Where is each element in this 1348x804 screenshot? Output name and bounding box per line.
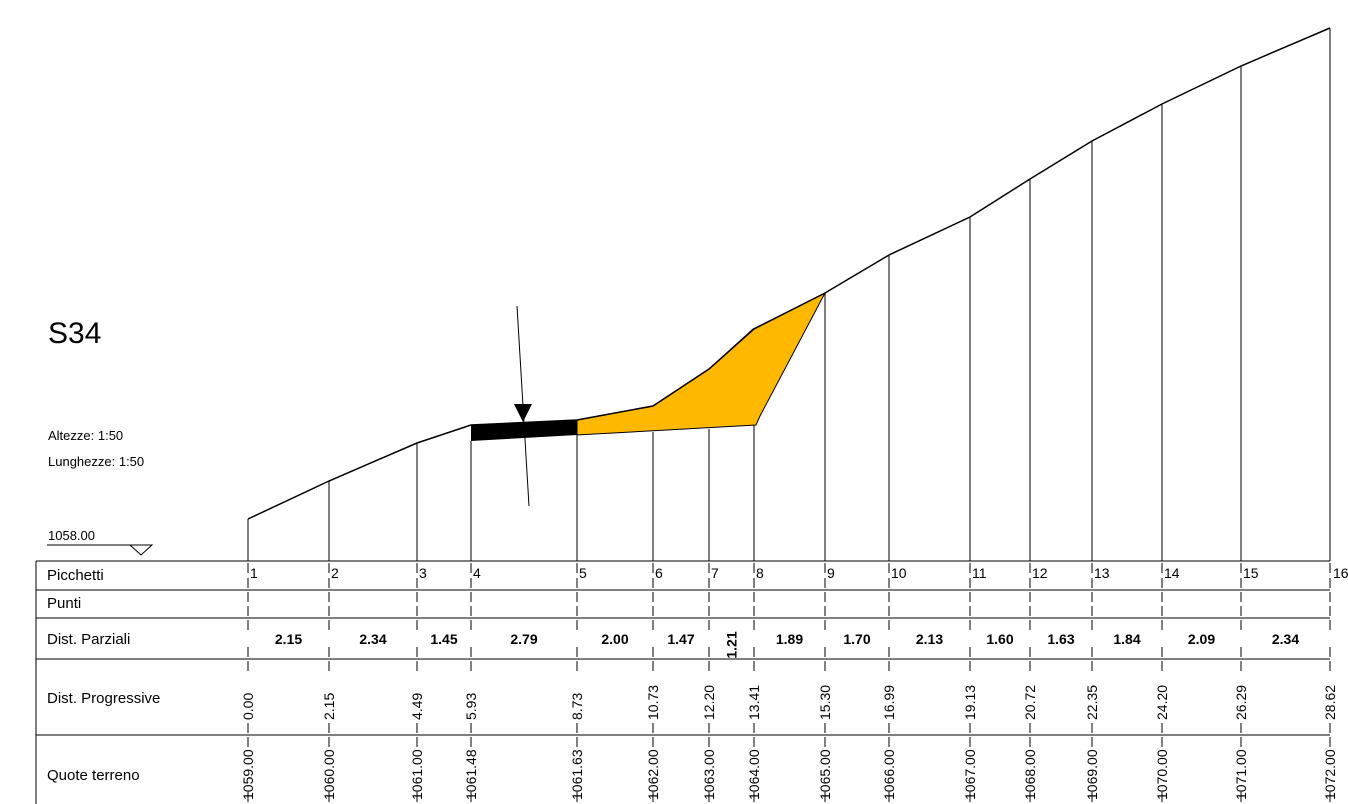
datum-triangle-icon	[128, 544, 154, 556]
station-number: 15	[1243, 565, 1259, 581]
partial-distance: 2.15	[275, 631, 302, 647]
partial-distance: 1.84	[1113, 631, 1140, 647]
row-label-dist-progressive: Dist. Progressive	[47, 690, 160, 707]
station-number: 7	[711, 565, 719, 581]
terrain-elevation: 1061.48	[463, 749, 479, 800]
terrain-elevation: 1072.00	[1322, 749, 1338, 800]
scale-lengths: Lunghezze: 1:50	[48, 454, 144, 469]
partial-distance: 1.45	[430, 631, 457, 647]
station-number: 8	[756, 565, 764, 581]
terrain-elevation: 1068.00	[1022, 749, 1038, 800]
terrain-elevation: 1066.00	[881, 749, 897, 800]
station-number: 3	[419, 565, 427, 581]
terrain-elevation: 1070.00	[1154, 749, 1170, 800]
scale-heights: Altezze: 1:50	[48, 428, 123, 443]
row-label-punti: Punti	[47, 595, 81, 612]
partial-distance: 1.89	[776, 631, 803, 647]
arrow-head-icon	[514, 404, 532, 422]
progressive-distance: 10.73	[645, 685, 661, 720]
partial-distance: 2.13	[916, 631, 943, 647]
station-number: 4	[473, 565, 481, 581]
station-number: 6	[655, 565, 663, 581]
terrain-elevation: 1059.00	[240, 749, 256, 800]
terrain-elevation: 1061.00	[409, 749, 425, 800]
progressive-distance: 12.20	[701, 685, 717, 720]
partial-distance: 2.34	[1272, 631, 1299, 647]
terrain-elevation: 1061.63	[569, 749, 585, 800]
row-label-dist-parziali: Dist. Parziali	[47, 631, 130, 648]
progressive-distance: 8.73	[569, 693, 585, 720]
progressive-distance: 28.62	[1322, 685, 1338, 720]
station-number: 11	[972, 565, 987, 581]
partial-distance: 2.34	[359, 631, 386, 647]
terrain-elevation: 1060.00	[321, 749, 337, 800]
table-station-marks	[247, 563, 1331, 802]
datum-marker: 1058.00	[47, 528, 154, 556]
station-number: 1	[250, 565, 258, 581]
progressive-distance: 0.00	[240, 693, 256, 720]
terrain-elevation: 1071.00	[1233, 749, 1249, 800]
station-number: 5	[579, 565, 587, 581]
row-label-picchetti: Picchetti	[47, 567, 104, 584]
station-lines	[247, 28, 1331, 561]
partial-distance: 1.60	[986, 631, 1013, 647]
partial-distance: 2.00	[601, 631, 628, 647]
terrain-elevation: 1065.00	[817, 749, 833, 800]
terrain-elevation: 1069.00	[1084, 749, 1100, 800]
station-number: 13	[1094, 565, 1110, 581]
progressive-distance: 4.49	[409, 693, 425, 720]
datum-label: 1058.00	[48, 528, 95, 543]
partial-distance: 1.63	[1047, 631, 1074, 647]
station-number: 12	[1032, 565, 1048, 581]
partial-distance: 2.09	[1188, 631, 1215, 647]
station-number: 2	[331, 565, 339, 581]
partial-distance: 1.70	[843, 631, 870, 647]
progressive-distance: 20.72	[1022, 685, 1038, 720]
table-station-labels: 1 0.00 1059.00 2 2.15 1060.00 3 4.49 1061.00 4 5.9…	[240, 565, 1348, 800]
section-title: S34	[48, 317, 101, 350]
terrain-profile	[247, 27, 1331, 520]
partial-distance: 1.47	[667, 631, 694, 647]
progressive-distance: 24.20	[1154, 685, 1170, 720]
terrain-elevation: 1063.00	[701, 749, 717, 800]
progressive-distance: 2.15	[321, 693, 337, 720]
progressive-distance: 26.29	[1233, 685, 1249, 720]
partial-distance: 1.21	[724, 631, 740, 658]
terrain-elevation: 1064.00	[746, 749, 762, 800]
progressive-distance: 13.41	[746, 685, 762, 720]
terrain-elevation: 1067.00	[962, 749, 978, 800]
data-table	[35, 560, 1330, 804]
axis-arrow	[514, 305, 532, 507]
row-label-quote-terreno: Quote terreno	[47, 767, 140, 784]
progressive-distance: 15.30	[817, 685, 833, 720]
station-number: 16	[1333, 565, 1348, 581]
progressive-distance: 19.13	[962, 685, 978, 720]
terrain-elevation: 1062.00	[645, 749, 661, 800]
progressive-distance: 5.93	[463, 693, 479, 720]
progressive-distance: 16.99	[881, 685, 897, 720]
station-number: 9	[827, 565, 835, 581]
station-number: 14	[1164, 565, 1180, 581]
progressive-distance: 22.35	[1084, 685, 1100, 720]
station-number: 10	[891, 565, 907, 581]
partial-distance: 2.79	[510, 631, 537, 647]
